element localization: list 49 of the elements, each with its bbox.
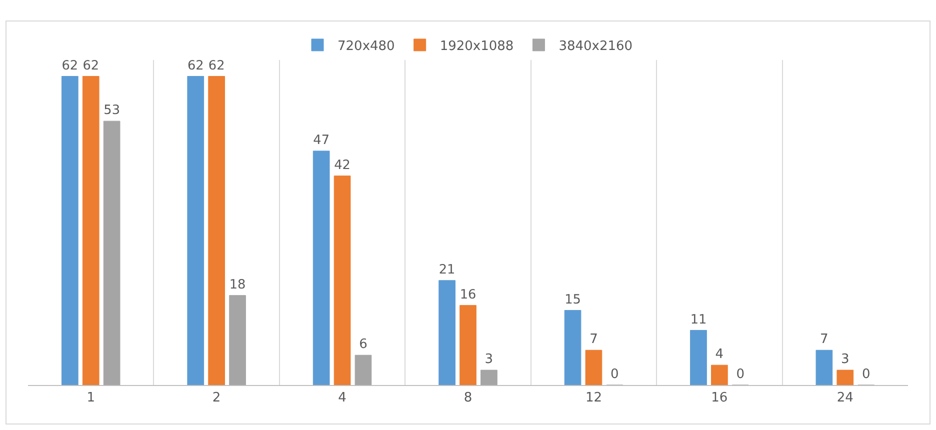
data-label: 62 bbox=[82, 58, 100, 74]
data-label: 53 bbox=[104, 103, 120, 118]
bar bbox=[229, 295, 246, 385]
bar bbox=[187, 76, 204, 385]
bar bbox=[354, 354, 372, 385]
bar bbox=[61, 76, 78, 385]
bar bbox=[690, 330, 707, 385]
data-label: 0 bbox=[736, 367, 745, 382]
data-label: 42 bbox=[334, 158, 350, 173]
x-tick-label: 24 bbox=[836, 390, 854, 406]
data-label: 0 bbox=[862, 367, 870, 382]
bar bbox=[480, 370, 498, 385]
data-label: 18 bbox=[229, 277, 246, 292]
data-label: 16 bbox=[460, 287, 476, 302]
data-label: 11 bbox=[690, 312, 707, 328]
x-tick-label: 12 bbox=[585, 390, 602, 406]
data-label: 21 bbox=[438, 262, 456, 278]
legend-label: 3840x2160 bbox=[558, 39, 633, 54]
x-tick-label: 1 bbox=[86, 390, 95, 406]
bar bbox=[836, 370, 854, 385]
data-label: 0 bbox=[610, 367, 619, 382]
x-tick-label: 8 bbox=[464, 390, 472, 406]
bar bbox=[208, 76, 225, 385]
data-label: 62 bbox=[187, 58, 204, 74]
x-tick-label: 2 bbox=[212, 390, 221, 406]
bar bbox=[816, 350, 833, 385]
bar bbox=[460, 305, 476, 385]
legend-label: 720x480 bbox=[338, 39, 395, 54]
data-label: 7 bbox=[820, 332, 828, 348]
bar bbox=[312, 150, 330, 385]
data-label: 15 bbox=[564, 292, 581, 308]
data-label: 6 bbox=[359, 337, 368, 352]
x-tick-label: 4 bbox=[338, 390, 346, 406]
data-label: 47 bbox=[313, 133, 330, 148]
bar bbox=[103, 120, 120, 385]
bar bbox=[82, 76, 100, 385]
x-tick-label: 16 bbox=[711, 390, 728, 406]
data-label: 3 bbox=[484, 352, 494, 368]
bar bbox=[438, 280, 456, 385]
data-label: 3 bbox=[841, 352, 850, 368]
data-label: 62 bbox=[62, 58, 78, 74]
legend-label: 1920x1088 bbox=[440, 39, 514, 54]
bar bbox=[711, 364, 728, 385]
data-label: 7 bbox=[590, 332, 598, 348]
bar bbox=[564, 310, 582, 385]
data-label: 4 bbox=[715, 347, 724, 362]
bar bbox=[585, 350, 602, 385]
bar bbox=[334, 176, 351, 385]
data-label: 62 bbox=[208, 58, 225, 74]
